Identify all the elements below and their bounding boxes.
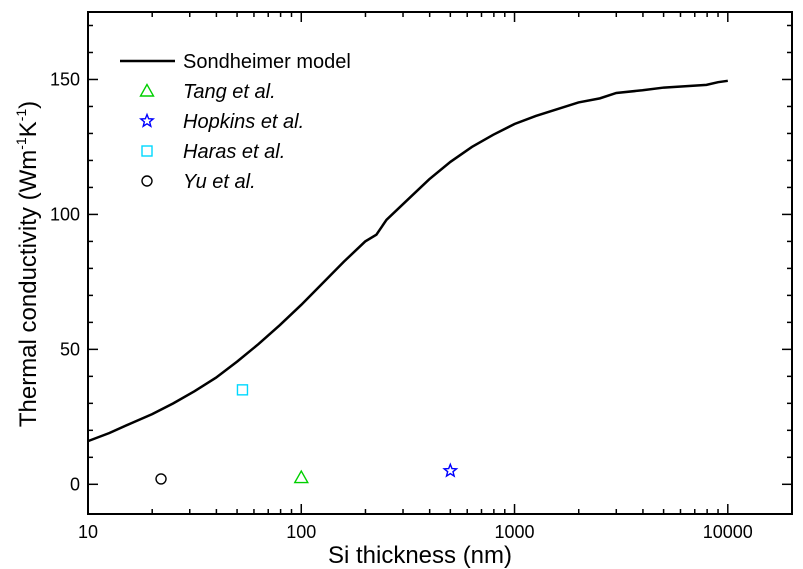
x-axis-title: Si thickness (nm) bbox=[328, 542, 512, 569]
data-point-hopkins-et-al bbox=[442, 462, 459, 478]
series-line-sondheimer-model bbox=[87, 79, 728, 443]
plot-frame bbox=[87, 11, 793, 515]
axis-ticks bbox=[87, 12, 793, 514]
legend-label-sondheimer-model: Sondheimer model bbox=[183, 51, 351, 73]
legend-marker-hopkins-et-al bbox=[138, 112, 156, 128]
x-tick-label: 10 bbox=[78, 522, 98, 542]
legend-label-tang-et-al: Tang et al. bbox=[183, 81, 276, 103]
axis-tick-labels: 10 100 1000 10000 0 50 100 150 bbox=[50, 69, 753, 542]
y-tick-label: 100 bbox=[50, 204, 80, 224]
legend-marker-haras-et-al bbox=[141, 145, 153, 157]
data-point-yu-et-al bbox=[155, 473, 167, 485]
plot-area bbox=[87, 79, 728, 485]
data-point-haras-et-al bbox=[236, 384, 249, 396]
y-axis-title: Thermal conductivity (Wm-1K-1) bbox=[13, 101, 42, 427]
x-tick-label: 100 bbox=[286, 522, 316, 542]
y-tick-label: 0 bbox=[70, 474, 80, 494]
data-point-tang-et-al bbox=[293, 469, 309, 484]
legend-label-yu-et-al: Yu et al. bbox=[183, 171, 256, 193]
x-tick-label: 10000 bbox=[703, 522, 753, 542]
y-tick-label: 150 bbox=[50, 69, 80, 89]
legend: Sondheimer model Tang et al. Hopkins et al… bbox=[120, 51, 351, 193]
legend-marker-tang-et-al bbox=[139, 83, 155, 97]
legend-label-hopkins-et-al: Hopkins et al. bbox=[183, 111, 304, 133]
legend-label-haras-et-al: Haras et al. bbox=[183, 141, 285, 163]
y-tick-label: 50 bbox=[60, 339, 80, 359]
x-tick-label: 1000 bbox=[495, 522, 535, 542]
legend-marker-yu-et-al bbox=[141, 175, 153, 187]
